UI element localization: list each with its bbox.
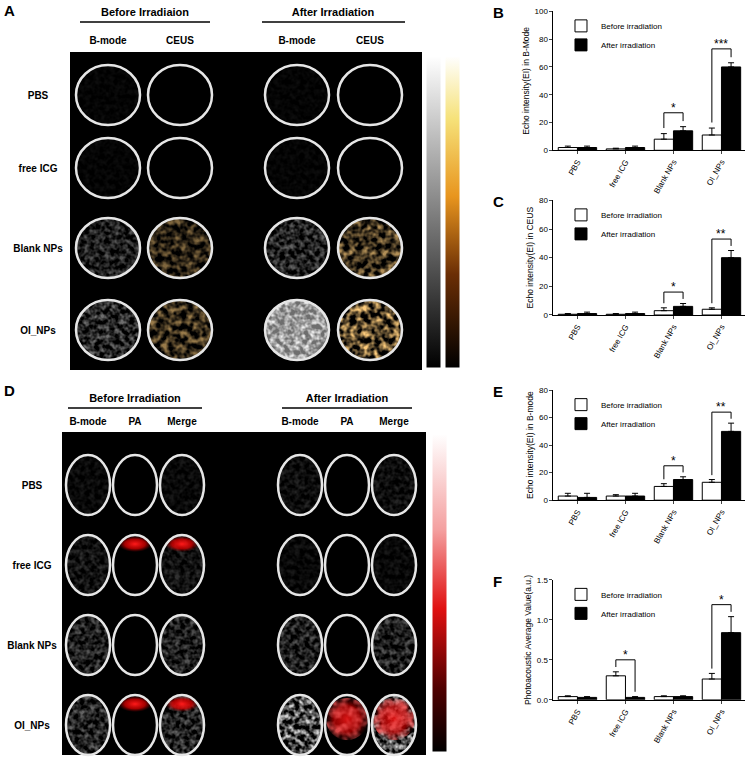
svg-text:OI_NPs: OI_NPs [705,323,727,352]
svg-text:Before irradiation: Before irradiation [601,401,662,410]
svg-text:0: 0 [543,146,548,155]
svg-text:Before Irradiaion: Before Irradiaion [101,6,189,18]
svg-text:*: * [623,648,628,662]
svg-text:PBS: PBS [567,323,583,341]
svg-text:B-mode: B-mode [281,416,319,427]
svg-text:**: ** [716,227,726,241]
svg-text:PBS: PBS [567,508,583,526]
svg-text:Blank NPs: Blank NPs [13,243,63,254]
svg-text:OI_NPs: OI_NPs [705,708,727,737]
svg-text:*: * [719,593,724,607]
svg-text:Blank NPs: Blank NPs [7,640,57,651]
svg-text:B-mode: B-mode [278,35,316,46]
svg-text:OI_NPs: OI_NPs [14,720,50,731]
svg-text:80: 80 [539,35,548,44]
svg-text:40: 40 [539,441,548,450]
svg-text:PBS: PBS [567,158,583,176]
svg-text:After irradiation: After irradiation [601,41,655,50]
svg-text:B: B [493,4,504,21]
svg-text:A: A [4,2,15,19]
svg-text:After irradiation: After irradiation [601,420,655,429]
svg-text:E: E [493,383,503,400]
svg-text:Blank NPs: Blank NPs [652,158,678,195]
svg-text:20: 20 [539,282,548,291]
svg-text:60: 60 [539,413,548,422]
svg-text:After irradiation: After irradiation [601,609,655,618]
svg-text:Blank NPs: Blank NPs [652,708,678,745]
svg-text:D: D [4,382,15,399]
svg-text:**: ** [716,400,726,414]
svg-text:OI_NPs: OI_NPs [20,325,56,336]
svg-text:Echo intensity(EI) in CEUS: Echo intensity(EI) in CEUS [525,207,535,309]
svg-text:0: 0 [543,496,548,505]
svg-text:Echo intensity(EI) in B-mode: Echo intensity(EI) in B-mode [525,391,535,499]
svg-text:*: * [671,101,676,115]
svg-text:1.5: 1.5 [537,576,549,585]
svg-text:After Irradiation: After Irradiation [292,6,375,18]
svg-text:CEUS: CEUS [166,35,194,46]
svg-text:20: 20 [539,118,548,127]
svg-text:PA: PA [128,416,141,427]
svg-text:0: 0 [543,311,548,320]
svg-text:PBS: PBS [22,480,43,491]
svg-text:***: *** [714,37,728,51]
svg-text:PA: PA [340,416,353,427]
svg-text:free ICG: free ICG [608,158,631,189]
svg-text:PBS: PBS [28,90,49,101]
svg-text:Before irradiation: Before irradiation [601,22,662,31]
svg-text:CEUS: CEUS [356,35,384,46]
svg-text:60: 60 [539,225,548,234]
svg-text:Echo intensity(EI) in B-Mode: Echo intensity(EI) in B-Mode [521,27,531,135]
svg-text:20: 20 [539,468,548,477]
svg-text:Merge: Merge [379,416,409,427]
svg-text:C: C [493,193,504,210]
svg-text:free ICG: free ICG [19,163,58,174]
svg-text:B-mode: B-mode [69,416,107,427]
svg-text:Merge: Merge [167,416,197,427]
svg-text:OI_NPs: OI_NPs [705,158,727,187]
svg-text:After Irradiation: After Irradiation [306,392,389,404]
svg-text:OI_NPs: OI_NPs [705,508,727,537]
svg-text:40: 40 [539,91,548,100]
svg-text:F: F [493,573,502,590]
svg-text:0.0: 0.0 [537,696,549,705]
svg-text:Before irradiation: Before irradiation [601,590,662,599]
svg-text:B-mode: B-mode [89,35,127,46]
svg-text:40: 40 [539,253,548,262]
svg-text:80: 80 [539,196,548,205]
svg-text:free ICG: free ICG [608,323,631,354]
svg-text:free ICG: free ICG [13,560,52,571]
svg-text:*: * [671,280,676,294]
svg-text:free ICG: free ICG [608,708,631,739]
svg-text:1.0: 1.0 [537,616,549,625]
svg-text:After irradiation: After irradiation [601,230,655,239]
svg-text:free ICG: free ICG [608,508,631,539]
svg-text:100: 100 [534,7,548,16]
svg-text:0.5: 0.5 [537,656,549,665]
svg-text:*: * [671,454,676,468]
svg-text:60: 60 [539,63,548,72]
svg-text:PBS: PBS [567,708,583,726]
svg-text:Blank NPs: Blank NPs [652,323,678,360]
svg-text:Before irradiation: Before irradiation [601,211,662,220]
svg-text:Before Irradiation: Before Irradiation [89,392,181,404]
svg-text:Photoacoustic Average Value(a.: Photoacoustic Average Value(a.u.) [523,575,533,705]
svg-text:Blank NPs: Blank NPs [652,508,678,545]
svg-text:80: 80 [539,386,548,395]
